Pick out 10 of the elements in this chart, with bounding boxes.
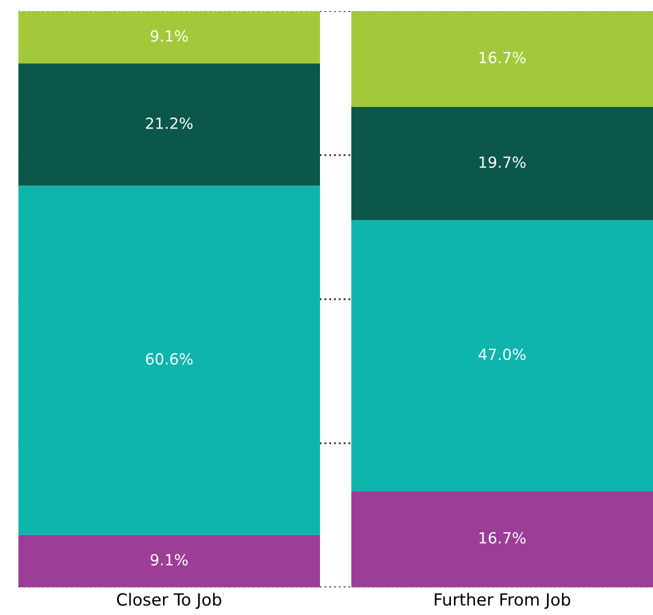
data-label: 21.2%: [146, 117, 193, 130]
data-label: 47.0%: [478, 348, 526, 360]
data-label: 16.7%: [480, 52, 526, 64]
data-label: 16.7%: [480, 532, 526, 544]
data-label: 60.6%: [146, 353, 193, 365]
data-label: 9.1%: [150, 554, 188, 566]
x-tick-label: Closer To Job: [117, 592, 222, 609]
data-label: 19.7%: [480, 156, 526, 168]
data-label: 9.1%: [150, 30, 188, 42]
x-tick-label: Further From Job: [434, 592, 570, 609]
